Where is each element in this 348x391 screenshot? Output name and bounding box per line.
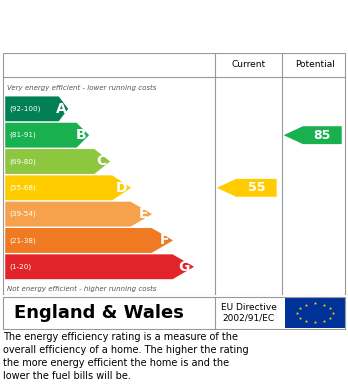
Text: (1-20): (1-20) (9, 264, 32, 270)
Polygon shape (5, 123, 89, 148)
Text: EU Directive: EU Directive (221, 303, 276, 312)
Text: (55-68): (55-68) (9, 185, 36, 191)
Text: D: D (116, 181, 127, 195)
Text: (21-38): (21-38) (9, 237, 36, 244)
Text: B: B (76, 128, 87, 142)
Text: Current: Current (231, 60, 266, 70)
Polygon shape (5, 254, 194, 279)
Text: C: C (97, 154, 107, 169)
Polygon shape (5, 149, 110, 174)
Text: Very energy efficient - lower running costs: Very energy efficient - lower running co… (7, 85, 156, 91)
Polygon shape (5, 228, 173, 253)
Polygon shape (5, 97, 68, 121)
Text: 55: 55 (248, 181, 265, 194)
Text: 85: 85 (314, 129, 331, 142)
Text: G: G (179, 260, 190, 274)
Text: (69-80): (69-80) (9, 158, 36, 165)
Bar (285, 298, 345, 328)
Polygon shape (284, 126, 342, 144)
Text: F: F (159, 233, 169, 248)
Text: Energy Efficiency Rating: Energy Efficiency Rating (69, 19, 279, 34)
Text: Not energy efficient - higher running costs: Not energy efficient - higher running co… (7, 286, 157, 292)
Polygon shape (217, 179, 277, 197)
Text: England & Wales: England & Wales (14, 304, 184, 322)
Text: The energy efficiency rating is a measure of the
overall efficiency of a home. T: The energy efficiency rating is a measur… (3, 332, 249, 381)
Text: (81-91): (81-91) (9, 132, 36, 138)
Text: A: A (56, 102, 66, 116)
Text: E: E (138, 207, 148, 221)
Text: (39-54): (39-54) (9, 211, 36, 217)
Polygon shape (5, 202, 152, 226)
Text: (92-100): (92-100) (9, 106, 41, 112)
Polygon shape (5, 176, 131, 200)
Text: 2002/91/EC: 2002/91/EC (222, 314, 275, 323)
Text: Potential: Potential (295, 60, 335, 70)
